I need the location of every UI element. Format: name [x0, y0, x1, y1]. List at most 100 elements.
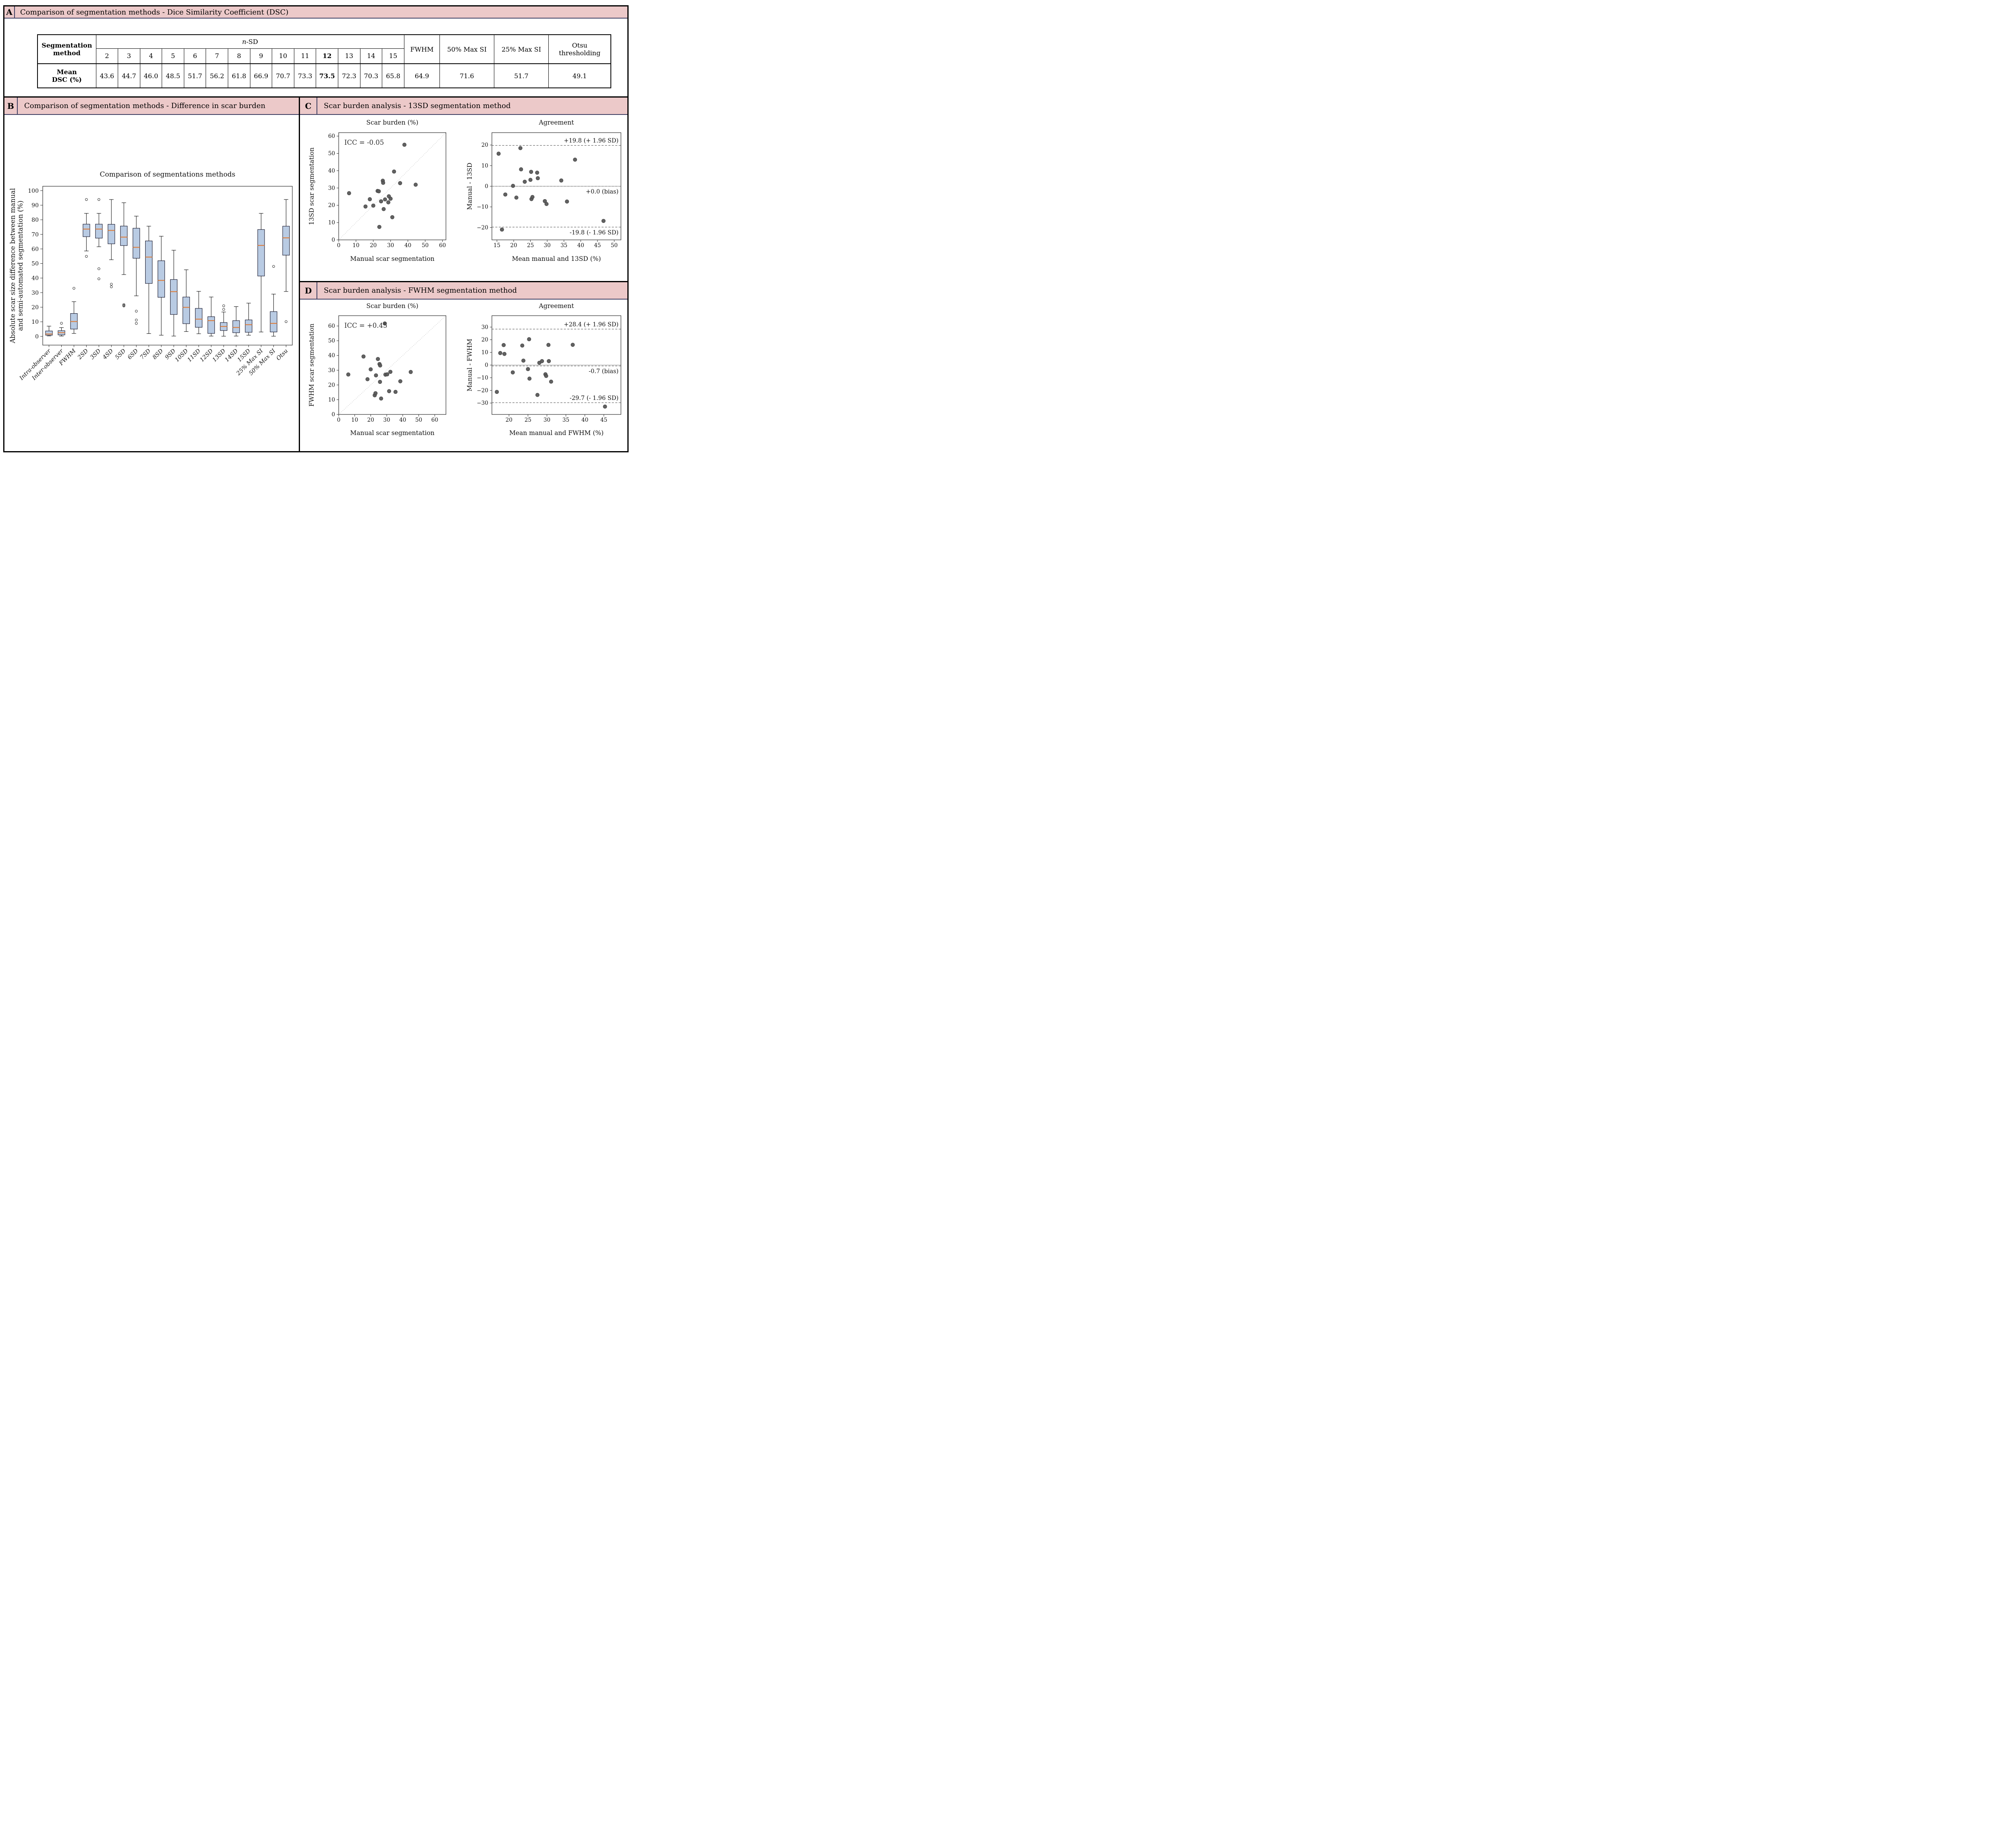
- bland-altman-fwhm-chart: Agreement +28.4 (+ 1.96 SD) -0.7 (bias) -29…: [466, 302, 621, 437]
- data-point: [376, 357, 380, 361]
- y-tick-label: −30: [477, 400, 489, 406]
- data-point: [549, 379, 553, 384]
- axes-box: [338, 132, 446, 240]
- data-point: [529, 170, 533, 174]
- y-tick-label: 80: [31, 217, 39, 223]
- data-point: [369, 367, 373, 372]
- chart-title: Agreement: [539, 302, 575, 310]
- data-point: [402, 143, 407, 147]
- x-tick-label: 14SD: [224, 348, 240, 364]
- table-values-row: Mean DSC (%) 43.6 44.7 46.0 48.5 51.7 56.2 61.…: [37, 63, 611, 88]
- mean-dsc-value: 64.9: [404, 63, 440, 88]
- nsd-col-header: 14: [360, 48, 383, 64]
- panel-b-header: B Comparison of segmentation methods - D…: [4, 98, 299, 115]
- table-header-row-1: Segmentation method n-SD FWHM 50% Max SI…: [37, 34, 611, 64]
- nsd-group-header: n-SD: [96, 34, 404, 49]
- x-tick-label: 10: [352, 242, 359, 249]
- y-tick-label: −20: [477, 387, 489, 394]
- box: [195, 308, 202, 328]
- upper-loa-label: +28.4 (+ 1.96 SD): [564, 321, 619, 328]
- panel-b-label: B: [4, 98, 18, 114]
- nsd-col-header: 6: [183, 48, 206, 64]
- data-point: [603, 404, 607, 409]
- data-point: [573, 158, 577, 162]
- y-axis-label: Manual - FWHM: [466, 339, 473, 391]
- mean-dsc-value: 73.3: [294, 63, 317, 88]
- box: [45, 331, 53, 335]
- data-point: [413, 183, 418, 187]
- nsd-col-header: 2: [96, 48, 119, 64]
- y-tick-label: 50: [328, 338, 335, 344]
- data-point: [386, 200, 391, 204]
- identity-line: [338, 132, 446, 240]
- data-point: [346, 372, 350, 377]
- data-point: [387, 389, 392, 393]
- x-tick-label: 40: [404, 242, 411, 249]
- box: [282, 226, 290, 256]
- y-tick-label: 30: [328, 367, 335, 374]
- data-point: [510, 370, 515, 375]
- data-point: [502, 352, 507, 356]
- x-tick-label: 45: [600, 417, 607, 423]
- y-tick-label: 10: [328, 220, 335, 226]
- y-tick-label: 60: [328, 133, 335, 139]
- mean-dsc-value: 72.3: [338, 63, 360, 88]
- outlier-point: [73, 287, 75, 290]
- data-point: [498, 351, 502, 355]
- panel-c-title: Scar burden analysis - 13SD segmentation…: [324, 102, 511, 110]
- x-axis-label: Mean manual and FWHM (%): [509, 429, 604, 437]
- data-point: [385, 372, 389, 377]
- data-point: [379, 199, 383, 204]
- data-point: [377, 189, 381, 194]
- data-point: [398, 181, 402, 185]
- figure-page: A Comparison of segmentation methods - D…: [0, 0, 639, 460]
- panel-d-label: D: [300, 282, 317, 299]
- panel-b: B Comparison of segmentation methods - D…: [4, 96, 300, 451]
- dsc-table: Segmentation method n-SD FWHM 50% Max SI…: [37, 34, 612, 88]
- nsd-col-header: 7: [206, 48, 229, 64]
- x-tick-label: 12SD: [199, 348, 215, 364]
- data-point: [496, 152, 501, 156]
- x-tick-label: 60: [431, 417, 438, 423]
- outlier-point: [110, 283, 113, 286]
- panel-c-charts: Scar burden (%) 0 10 20 30 40 50 60 0 10 20 30 40 50 6…: [300, 115, 627, 281]
- data-point: [523, 179, 527, 184]
- data-point: [408, 370, 413, 374]
- outlier-point: [285, 320, 287, 323]
- x-tick-label: 5SD: [114, 348, 127, 361]
- mean-dsc-value: 48.5: [162, 63, 184, 88]
- mean-dsc-row-header: Mean DSC (%): [37, 63, 96, 88]
- icc-annotation: ICC = +0.45: [344, 322, 387, 329]
- x-tick-label: 2SD: [76, 348, 90, 361]
- y-tick-label: 50: [328, 150, 335, 157]
- panel-b-title: Comparison of segmentation methods - Dif…: [24, 102, 266, 110]
- mean-dsc-value: 70.3: [360, 63, 383, 88]
- x-tick-label: 10: [351, 417, 358, 423]
- upper-loa-label: +19.8 (+ 1.96 SD): [564, 138, 619, 144]
- bland-altman-13sd-chart: Agreement +19.8 (+ 1.96 SD) +0.0 (bias) -19…: [466, 119, 621, 262]
- y-axis-label: and semi-automated segmentation (%): [17, 200, 24, 331]
- mean-dsc-value: 43.6: [96, 63, 119, 88]
- data-point: [393, 390, 398, 394]
- data-point: [371, 204, 375, 208]
- y-axis-label: Manual - 13SD: [466, 162, 473, 210]
- data-point: [527, 337, 531, 341]
- table-header-row-2: 2 3 4 5 6 7 8 9 10 11 12 13 14 15: [37, 48, 611, 64]
- mean-dsc-value: 51.7: [183, 63, 206, 88]
- data-point: [381, 207, 386, 211]
- chart-title: Agreement: [539, 119, 575, 126]
- x-tick-label: 4SD: [101, 348, 115, 361]
- x-tick-label: 50: [422, 242, 429, 249]
- data-point: [500, 227, 504, 232]
- outlier-point: [97, 277, 100, 280]
- outlier-point: [97, 198, 100, 201]
- data-point: [535, 171, 539, 175]
- panel-a-label: A: [4, 6, 15, 18]
- data-point: [521, 358, 526, 363]
- box: [95, 224, 103, 239]
- y-tick-label: 0: [485, 183, 488, 190]
- panel-d-title: Scar burden analysis - FWHM segmentation…: [324, 286, 517, 295]
- panel-c-label: C: [300, 98, 317, 114]
- data-point: [559, 178, 564, 183]
- nsd-suffix: -SD: [246, 37, 258, 46]
